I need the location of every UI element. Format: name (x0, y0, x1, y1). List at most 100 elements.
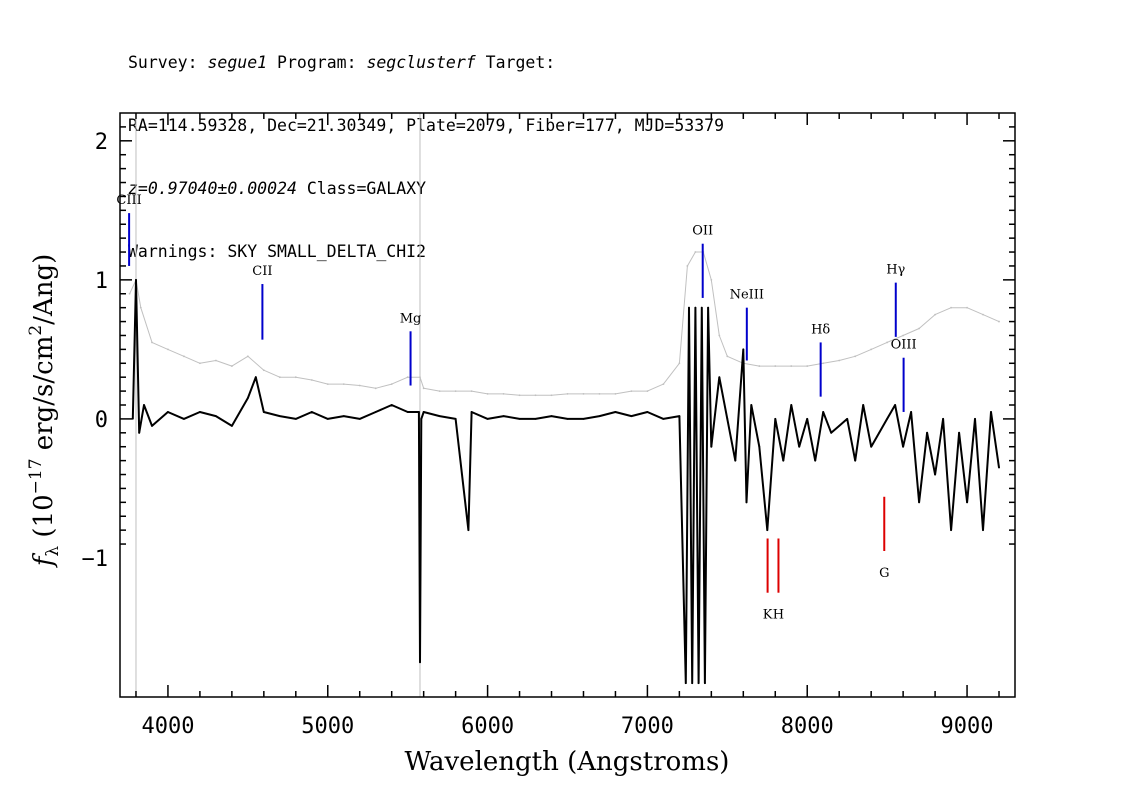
x-tick-label: 8000 (781, 714, 834, 739)
program-name: segclusterf (366, 53, 476, 72)
flux-point (662, 418, 665, 420)
flux-point (131, 418, 134, 420)
flux-point (902, 445, 905, 448)
flux-point (726, 418, 729, 420)
x-axis-title: Wavelength (Angstroms) (405, 747, 730, 777)
y-tick-label: −1 (82, 547, 109, 572)
flux-point (502, 415, 505, 418)
line-marker-label: NeIII (730, 288, 764, 303)
flux-point (183, 418, 185, 420)
error-point (310, 379, 313, 381)
flux-series-line (131, 278, 1000, 685)
flux-point (262, 411, 265, 413)
error-point (566, 392, 569, 395)
error-point (470, 390, 473, 392)
error-point (870, 348, 873, 351)
flux-point (678, 415, 681, 418)
survey-name: segue1 (207, 53, 268, 72)
flux-point (846, 418, 849, 420)
flux-point (822, 411, 825, 413)
error-point (230, 365, 233, 367)
error-point (774, 365, 777, 367)
line-marker-label: OII (692, 224, 713, 239)
flux-point (998, 466, 1000, 469)
error-point (822, 362, 825, 365)
error-point (630, 390, 633, 392)
x-tick-label: 4000 (141, 714, 194, 739)
flux-point (934, 473, 936, 476)
flux-point (774, 418, 777, 420)
flux-point (966, 501, 968, 504)
error-point (342, 383, 345, 386)
error-point (838, 359, 841, 362)
line-marker-label: Mg (400, 311, 422, 326)
error-point (139, 306, 142, 309)
error-point (678, 362, 681, 365)
error-point (790, 365, 793, 367)
line-marker-label: G (879, 566, 889, 581)
flux-point (420, 418, 423, 420)
error-point (422, 387, 425, 390)
flux-point (697, 682, 700, 684)
error-point (128, 292, 131, 295)
flux-point (958, 431, 960, 434)
error-point (518, 394, 521, 397)
flux-point (310, 411, 313, 413)
class-value: Class=GALAXY (296, 179, 427, 198)
flux-point (646, 411, 649, 413)
line-marker-label: CII (252, 264, 272, 279)
flux-point (214, 415, 217, 418)
line-marker-label: H (773, 608, 784, 623)
error-point (598, 392, 601, 395)
error-point (183, 355, 185, 358)
error-point (758, 365, 761, 367)
error-point (534, 394, 537, 397)
flux-point (691, 682, 694, 684)
flux-point (417, 411, 420, 413)
error-point (998, 320, 1000, 323)
error-point (918, 327, 921, 330)
error-point (694, 251, 697, 253)
flux-point (614, 411, 617, 413)
flux-point (438, 415, 441, 418)
flux-point (326, 418, 329, 420)
flux-point (814, 459, 817, 462)
header-line-warnings: Warnings: SKY SMALL_DELTA_CHI2 (128, 242, 427, 261)
flux-point (862, 404, 865, 406)
error-point (419, 376, 421, 379)
error-point (686, 265, 689, 267)
y-axis-title: fλ (10−17 erg/s/cm2/Ang) (26, 254, 63, 569)
error-point (294, 376, 297, 379)
flux-point (707, 306, 710, 309)
flux-series-layer (131, 278, 1000, 685)
flux-point (254, 376, 257, 379)
flux-point (135, 278, 137, 281)
flux-point (230, 424, 233, 427)
flux-point (358, 418, 361, 420)
error-point (406, 376, 409, 379)
flux-point (684, 682, 687, 684)
flux-point (782, 459, 785, 462)
flux-point (294, 418, 297, 420)
error-point (326, 383, 329, 386)
error-point (550, 394, 553, 397)
error-point (199, 362, 201, 365)
header-line-survey: Survey: segue1 Program: segclusterf Targ… (128, 53, 556, 72)
flux-point (942, 418, 944, 420)
error-point (278, 376, 281, 379)
flux-point (167, 411, 169, 413)
error-point (214, 359, 217, 362)
flux-point (766, 529, 769, 532)
flux-point (758, 445, 761, 448)
flux-point (750, 404, 753, 406)
error-point (710, 278, 713, 281)
flux-point (926, 431, 928, 434)
flux-point (630, 415, 633, 418)
error-point (167, 348, 169, 351)
error-point (806, 365, 809, 367)
flux-point (342, 415, 345, 418)
flux-point (454, 418, 457, 420)
error-series-layer (128, 251, 1000, 397)
